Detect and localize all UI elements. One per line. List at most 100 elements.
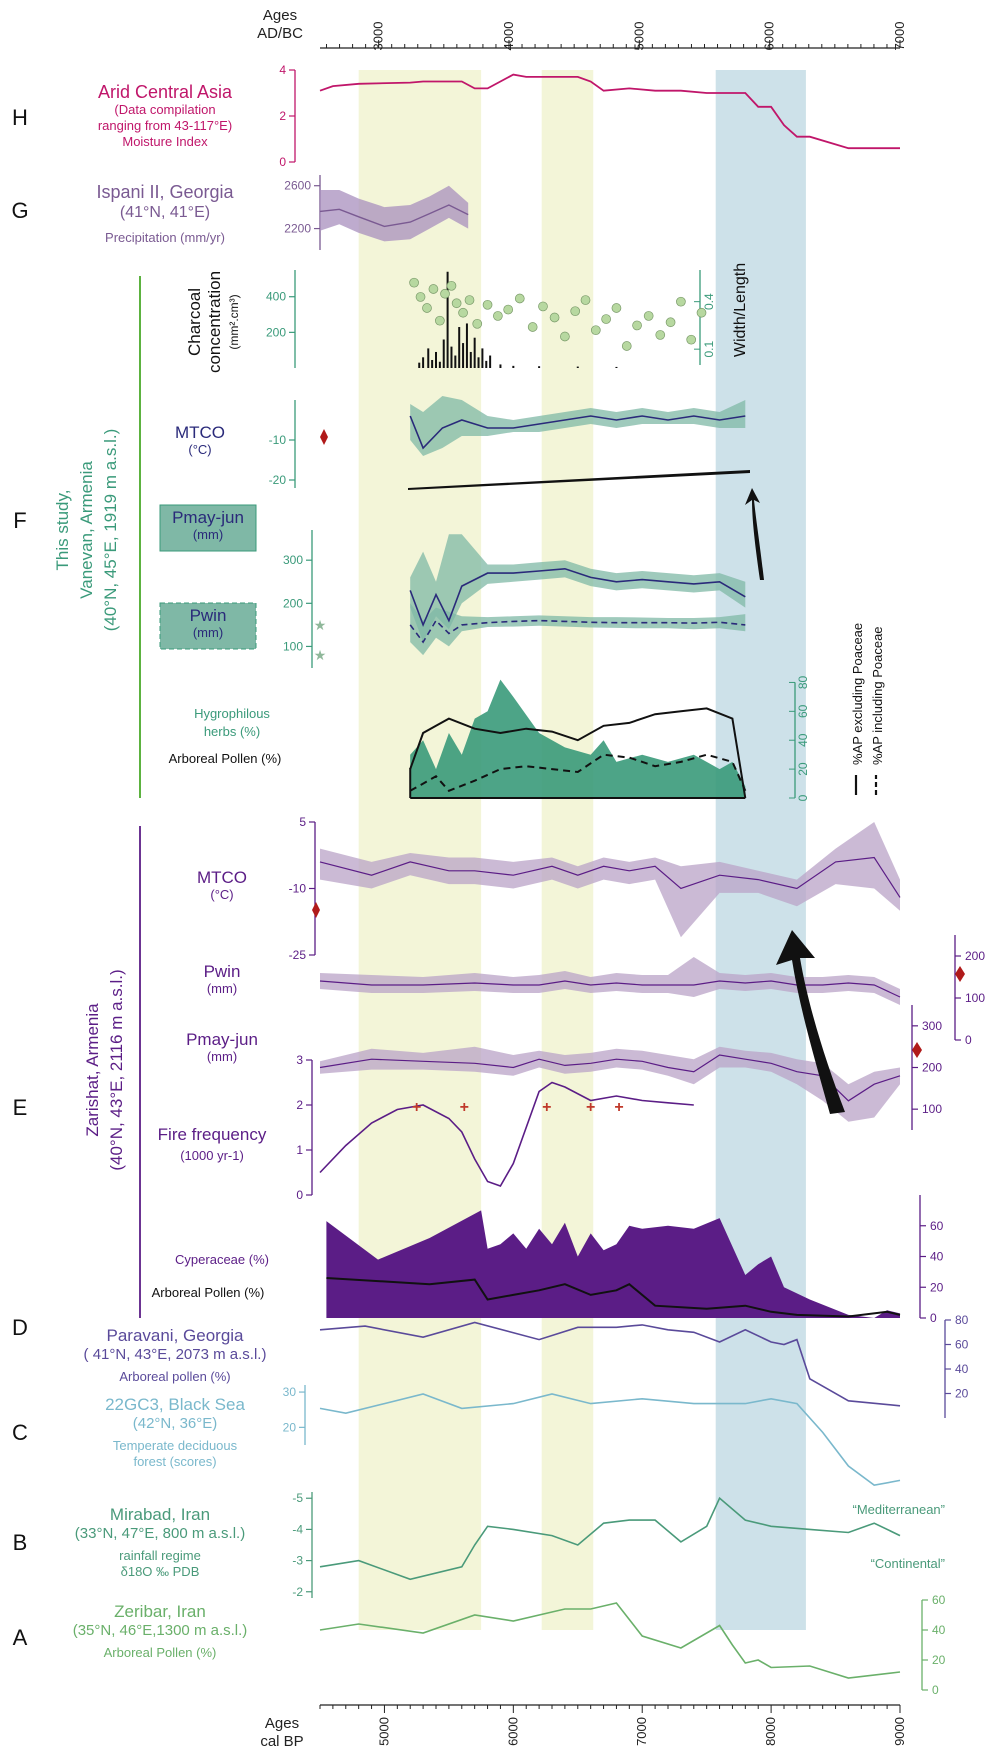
panel-letter-A: A [13, 1625, 28, 1650]
bottom-tick-label: 5000 [376, 1717, 391, 1746]
y-tick-label: 200 [283, 596, 303, 610]
top-tick-label: 5000 [631, 22, 646, 51]
y-tick-label: 100 [922, 1102, 942, 1116]
width-length-point [560, 332, 569, 341]
B-subtitle-line-1: δ18O ‰ PDB [121, 1564, 200, 1579]
width-length-point [483, 300, 492, 309]
width-length-point [550, 313, 559, 322]
top-tick-label: 7000 [892, 22, 907, 51]
y-tick-label: -2 [292, 1585, 303, 1599]
width-length-point [422, 304, 431, 313]
panel-letter-B: B [13, 1530, 28, 1555]
y-tick-label: 0 [930, 1311, 937, 1325]
width-length-point [504, 305, 513, 314]
y-tick-label: 2200 [284, 222, 311, 236]
width-length-point [602, 315, 611, 324]
y-tick-label: 2 [279, 109, 286, 123]
y-tick-label: 0 [932, 1683, 939, 1697]
panel-E-fire: 0123+ + + + + [296, 1053, 693, 1202]
E-pmay-y-axis: 100200300 [912, 1005, 942, 1130]
D-title-line-0: Paravani, Georgia [106, 1326, 244, 1345]
zarishat-group-label-0: Zarishat, Armenia [83, 1003, 102, 1137]
width-length-point [435, 316, 444, 325]
panel-letter-H: H [12, 105, 28, 130]
charcoal-label-1: Charcoal [185, 288, 204, 356]
panel-letter-E: E [13, 1095, 28, 1120]
y-tick-label: 20 [283, 1420, 297, 1434]
width-length-point [416, 292, 425, 301]
width-length-point [441, 289, 450, 298]
width-length-label: Width/Length [732, 263, 749, 357]
E-mtco-y-axis: 5 -10 -25 [289, 815, 315, 962]
H-subtitle-line-0: (Data compilation [114, 102, 215, 117]
y-tick-label: 2600 [284, 179, 311, 193]
width-length-point [656, 330, 665, 339]
y-tick-label: 3 [296, 1053, 303, 1067]
F-hyg-tick-label: 60 [796, 704, 810, 718]
width-length-point [429, 285, 438, 294]
y-tick-label: -25 [289, 948, 307, 962]
E-pwin-y-axis: 0 100 200 [955, 935, 985, 1047]
y-tick-label: -10 [289, 882, 307, 896]
bottom-axis-title-line-2: cal BP [260, 1733, 303, 1750]
legend-dashed-label: %AP including Poaceae [870, 626, 885, 765]
E-pwin-label-line-0: Pwin [204, 962, 241, 981]
y-tick-label: 200 [266, 325, 286, 339]
E-pmay-label-line-1: (mm) [207, 1049, 237, 1064]
y-tick-label: 400 [266, 290, 286, 304]
y-tick-label: 0 [296, 1188, 303, 1202]
legend-solid-label: %AP excluding Poaceae [850, 623, 865, 765]
y-tick-label: 40 [930, 1250, 944, 1264]
E-fire-marker: + [460, 1099, 469, 1116]
vanevan-group-label-0: This study, [53, 490, 72, 571]
width-length-point [528, 323, 537, 332]
A-title-line-0: Zeribar, Iran [114, 1602, 206, 1621]
width-length-point [581, 296, 590, 305]
E-pmay-star [912, 1042, 922, 1058]
width-length-point [687, 335, 696, 344]
y-tick-label: 20 [932, 1653, 946, 1667]
E-pwin-star [955, 966, 965, 982]
A-subtitle-line-0: Arboreal Pollen (%) [104, 1645, 217, 1660]
B-y-axis: -5-4-3-2 [292, 1491, 312, 1599]
C-subtitle-line-1: forest (scores) [133, 1454, 216, 1469]
C-title-line-1: (42°N, 36°E) [133, 1415, 218, 1432]
y-tick-label: 20 [930, 1280, 944, 1294]
bottom-tick-label: 9000 [892, 1717, 907, 1746]
y-tick-label: 80 [955, 1313, 969, 1327]
E-cyp-y-axis: 0 20 40 60 [920, 1195, 944, 1325]
width-length-point [473, 319, 482, 328]
B-title-line-1: (33°N, 47°E, 800 m a.s.l.) [75, 1525, 245, 1542]
D-title-line-1: ( 41°N, 43°E, 2073 m a.s.l.) [84, 1346, 267, 1363]
width-length-point [697, 308, 706, 317]
y-tick-label: 60 [930, 1219, 944, 1233]
bottom-tick-label: 7000 [634, 1717, 649, 1746]
E-fire-marker: + [542, 1099, 551, 1116]
vanevan-group-label-2: (40°N, 45°E, 1919 m a.s.l.) [101, 429, 120, 632]
bottom-axis-title-line-1: Ages [265, 1715, 299, 1732]
charcoal-label-3: (mm².cm³) [227, 294, 241, 349]
panel-F-pollen: 0 20 40 60 80 %AP excluding Poaceae %AP includ… [410, 623, 885, 801]
width-length-point [447, 281, 456, 290]
y-tick-label: 5 [299, 815, 306, 829]
width-length-point [591, 326, 600, 335]
top-tick-label: 3000 [371, 22, 386, 51]
y-tick-label: -4 [292, 1522, 303, 1536]
width-length-point [515, 294, 524, 303]
y-tick-label: 300 [922, 1019, 942, 1033]
bottom-tick-label: 6000 [505, 1717, 520, 1746]
C-subtitle-line-0: Temperate deciduous [113, 1438, 238, 1453]
width-length-point [459, 308, 468, 317]
F-pmay-label-line-1: (mm) [193, 527, 223, 542]
zarishat-group-label-1: (40°N, 43°E, 2116 m a.s.l.) [107, 969, 126, 1170]
E-fire-marker: + [586, 1099, 595, 1116]
y-tick-label: 200 [965, 949, 985, 963]
y-tick-label: 20 [955, 1387, 969, 1401]
B-subtitle-line-0: rainfall regime [119, 1548, 201, 1563]
F-pwin-star-1: ★ [314, 617, 327, 633]
D-y-axis: 20406080 [945, 1313, 969, 1418]
charcoal-label-2: concentration [205, 271, 224, 373]
E-mtco-star [312, 902, 320, 918]
F-pwin-star-2: ★ [314, 647, 327, 663]
